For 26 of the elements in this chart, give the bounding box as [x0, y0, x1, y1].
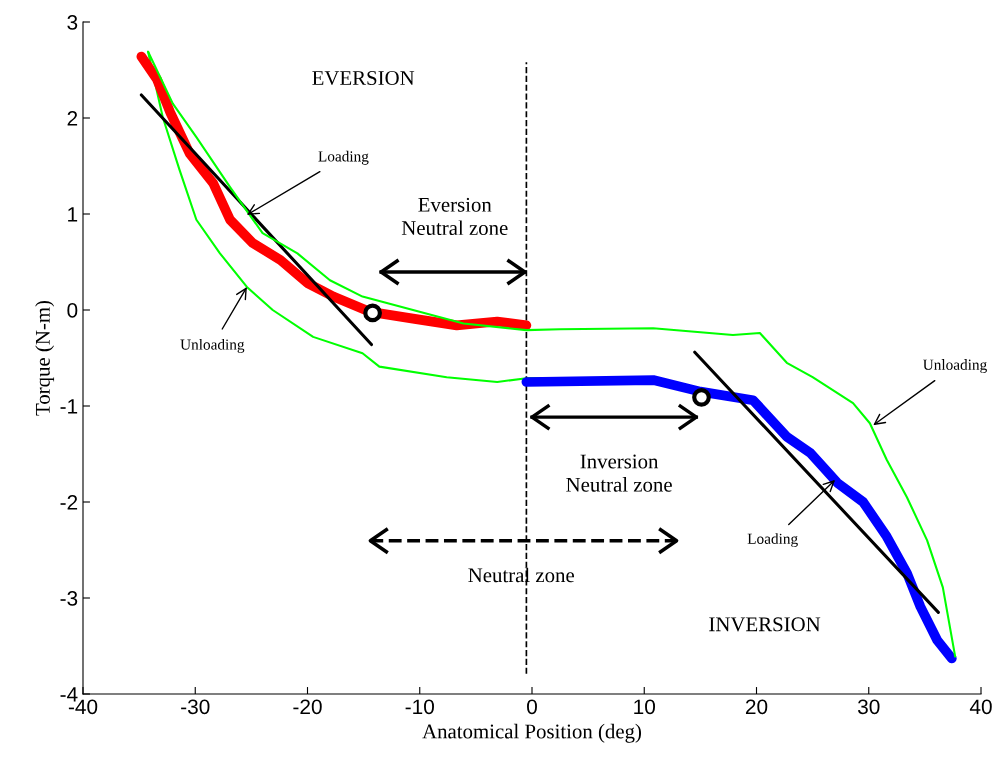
annotation: EVERSION	[312, 71, 415, 86]
x-tick-label: 0	[527, 699, 537, 715]
x-tick-label: -20	[293, 699, 322, 715]
y-tick-label: -1	[60, 399, 78, 414]
annotation: Unloading	[180, 338, 245, 353]
annotation: Loading	[318, 150, 369, 165]
x-tick-label: -10	[405, 699, 434, 715]
x-axis-title: Anatomical Position (deg)	[422, 723, 642, 743]
y-tick-label: 3	[67, 15, 78, 30]
x-tick-label: 10	[634, 699, 656, 715]
x-tick-label: 20	[745, 699, 768, 715]
y-tick-label: 0	[67, 303, 78, 318]
y-axis-title: Torque (N-m)	[35, 300, 55, 416]
annotation: Loading	[747, 533, 798, 548]
y-tick-label: -3	[60, 591, 78, 606]
y-tick-label: 2	[67, 111, 78, 126]
y-tick-label: 1	[68, 207, 78, 222]
x-tick-label: 40	[969, 699, 992, 715]
x-tick-label: 30	[857, 699, 880, 715]
annotation: Unloading	[923, 359, 987, 374]
annotation: Neutral zone	[468, 567, 574, 583]
x-tick-label: -30	[181, 699, 210, 715]
annotation: INVERSION	[709, 617, 821, 632]
y-tick-label: -2	[60, 495, 78, 510]
annotation: Eversion Neutral zone	[401, 197, 508, 236]
annotation: Inversion Neutral zone	[566, 454, 672, 492]
